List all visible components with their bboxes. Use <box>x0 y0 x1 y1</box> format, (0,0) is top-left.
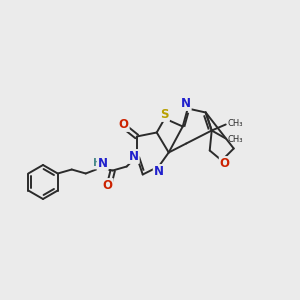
Text: N: N <box>154 165 164 178</box>
Text: H: H <box>93 158 102 169</box>
Text: CH₃: CH₃ <box>228 119 243 128</box>
Text: O: O <box>220 157 230 170</box>
Text: N: N <box>98 157 108 170</box>
Text: O: O <box>119 118 129 131</box>
Text: N: N <box>129 150 139 163</box>
Text: N: N <box>181 97 191 110</box>
Text: S: S <box>160 108 169 121</box>
Text: CH₃: CH₃ <box>228 135 243 144</box>
Text: O: O <box>103 179 113 192</box>
